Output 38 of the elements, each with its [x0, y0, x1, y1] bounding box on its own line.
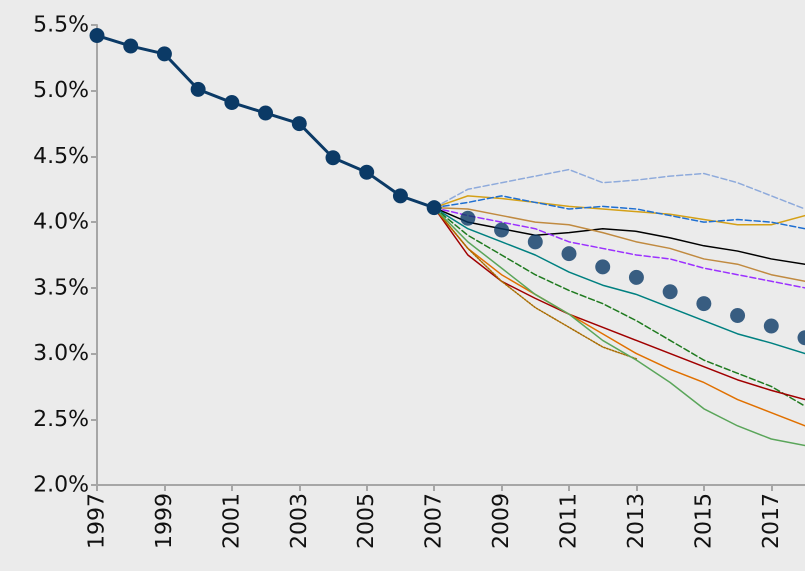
point [494, 222, 510, 238]
y-tick-label: 4.5% [33, 144, 89, 169]
point [696, 296, 712, 312]
x-tick-label: 2017 [758, 493, 784, 549]
y-tick-label: 3.0% [33, 341, 89, 366]
point [190, 82, 206, 97]
x-tick-label: 2015 [691, 493, 716, 549]
x-tick-label: 2003 [286, 493, 312, 549]
x-tick-label: 1999 [152, 493, 177, 549]
point [764, 318, 779, 334]
point [224, 95, 240, 110]
x-tick-label: 2005 [354, 493, 380, 549]
y-tick-label: 2.5% [33, 406, 89, 432]
point [326, 150, 340, 166]
point [562, 246, 576, 262]
y-tick-label: 5.0% [33, 78, 89, 104]
point [460, 210, 476, 226]
point [528, 234, 543, 250]
x-tick-label: 2001 [219, 493, 244, 549]
point [595, 259, 610, 274]
point [292, 116, 307, 132]
x-tick-label: 2009 [489, 493, 514, 549]
y-tick-label: 5.5% [33, 12, 89, 38]
point [90, 28, 104, 44]
x-tick-label: 2013 [624, 493, 649, 549]
y-tick-label: 3.5% [33, 275, 89, 300]
point [258, 106, 274, 121]
x-tick-label: 2007 [422, 493, 447, 549]
x-tick-label: 2011 [556, 493, 582, 549]
point [392, 188, 408, 204]
point [156, 46, 172, 62]
point [662, 284, 678, 300]
point [359, 164, 374, 180]
point [730, 308, 746, 323]
point [426, 200, 442, 216]
y-tick-label: 4.0% [33, 210, 89, 235]
point [123, 38, 138, 54]
point [628, 270, 644, 285]
